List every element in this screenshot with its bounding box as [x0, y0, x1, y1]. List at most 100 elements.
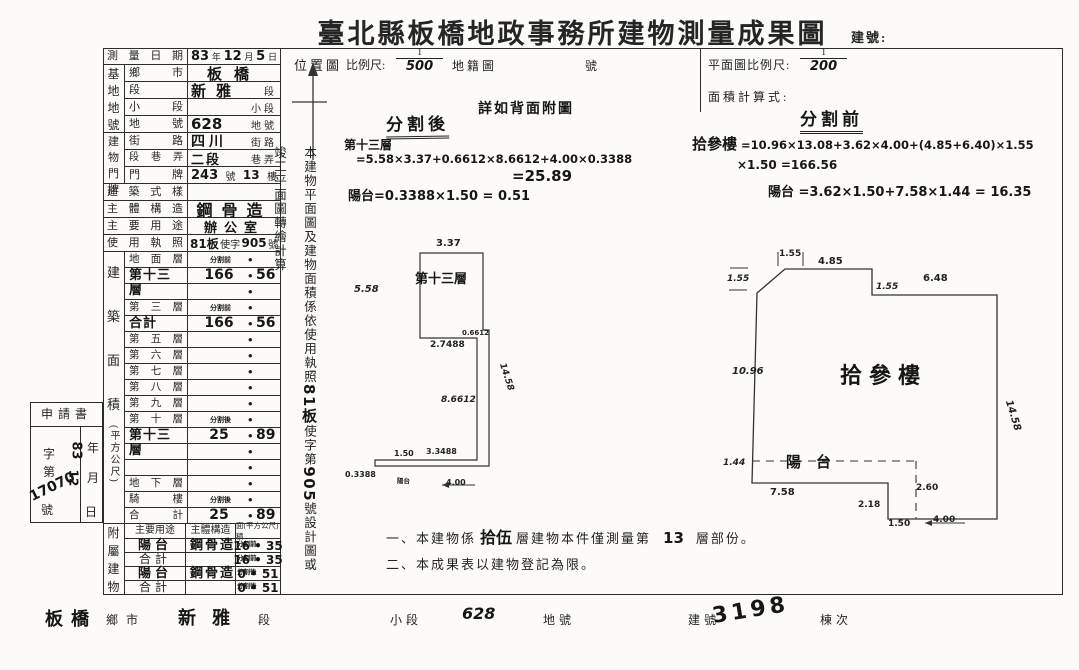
annex-group-label: 附屬 建物: [103, 524, 125, 595]
door-suffix: 樓: [266, 171, 277, 183]
lane-value: 二段: [191, 152, 222, 168]
north-arrow-icon: [292, 62, 327, 160]
street-suffix: 街路: [251, 137, 277, 149]
decimal-dot: •: [248, 492, 253, 507]
area-value-cell: •: [188, 332, 280, 347]
decimal-dot: •: [248, 300, 253, 315]
lane-suffix: 巷弄: [251, 154, 277, 166]
annex-group-char: 物: [107, 579, 120, 594]
door-floor: 13: [242, 168, 260, 182]
note-1-floors: 拾伍: [480, 528, 513, 547]
dim-after-top: 3.37: [436, 238, 461, 249]
app-zi: 字: [43, 447, 56, 461]
area-table-row: 第六層 •: [125, 348, 280, 364]
area-table-row: 第十層 分割後 •: [125, 412, 280, 428]
back-attachment-note: 詳如背面附圖: [478, 101, 574, 117]
floor-label: 第八層: [125, 380, 188, 395]
decimal-dot: •: [248, 348, 253, 363]
style-row: 建築式樣: [103, 184, 280, 201]
area-value-int: 166: [204, 315, 234, 331]
floor-label: 地面層: [125, 252, 188, 267]
calc-after-result: =25.89: [512, 167, 573, 185]
dim-before-s1: 1.55: [876, 282, 899, 292]
table-right-border: [280, 48, 281, 595]
footer-city: 板橋: [45, 609, 97, 630]
lot-row: 地號 628 地號: [125, 115, 280, 133]
area-table-row: •: [125, 460, 280, 476]
footer-lot: 628: [462, 604, 496, 623]
dim-after-b3: 4.00: [446, 478, 466, 487]
decimal-dot: •: [248, 412, 253, 427]
page-title: 臺北縣板橋地政事務所建物測量成果圖: [317, 19, 828, 49]
usage-row: 主要用途 辦公室: [103, 218, 280, 236]
scale-denominator: 500: [396, 58, 444, 74]
side-note-license-prefix: 81板: [300, 384, 318, 425]
area-value-cell: •: [188, 396, 280, 411]
address-group-char: 建: [108, 136, 119, 148]
decimal-dot: •: [248, 476, 253, 491]
address-group-char: 門: [108, 168, 119, 180]
side-note-license-no: 905: [300, 466, 318, 503]
calc-after-floor: 第十三層: [344, 138, 393, 152]
lane-row: 段巷弄 二段 巷弄: [125, 150, 280, 168]
annex-group-char: 附: [107, 526, 120, 541]
usage-label: 主要用途: [103, 218, 188, 234]
area-table-row: 合計 25 • 89: [125, 508, 280, 524]
license-suffix: 號: [267, 239, 278, 251]
note-1-post: 層部份。: [695, 531, 756, 546]
site-group-char: 基: [107, 67, 120, 81]
survey-date-row: 測量日期 83 年 12 月 5 日: [103, 48, 280, 65]
floor-label: [125, 444, 188, 459]
area-value-cell: •: [188, 364, 280, 379]
floor-label: 第九層: [125, 396, 188, 411]
lot-suffix: 地號: [251, 120, 277, 132]
location-map-label: 位置圖: [294, 58, 343, 73]
annex-area-cell: 分割前 16 • 35: [233, 539, 282, 553]
floor-label: 第十三層: [125, 428, 188, 458]
decimal-dot: •: [248, 268, 253, 283]
annex-area-value: 0 • 51: [237, 580, 279, 595]
north-arrow-head: [308, 62, 318, 76]
area-value-cell: 166 • 56: [188, 267, 280, 284]
site-group-label: 基地 地號: [103, 65, 125, 133]
decimal-dot: •: [248, 364, 253, 379]
section-suffix: 段: [264, 86, 277, 98]
annex-use: 陽台: [125, 567, 186, 580]
side-note-post: 號設計圖或竣工平面圖轉繪計算: [272, 146, 316, 573]
dim-before-t2: 4.85: [818, 256, 843, 267]
survey-date-label: 測量日期: [103, 48, 188, 64]
license-label: 使用執照: [103, 235, 188, 251]
township-row: 鄉市 板橋: [125, 65, 280, 83]
license-mid: 使字: [220, 239, 241, 251]
note-1-mid: 層建物本件僅測量第: [516, 531, 652, 546]
dim-before-l1: 1.55: [727, 274, 750, 284]
township-label: 鄉市: [125, 65, 188, 81]
main-table-border: [103, 48, 1063, 595]
area-value-cell: •: [188, 444, 280, 459]
area-value-cell: 25 • 89: [188, 428, 280, 444]
decimal-dot: •: [248, 460, 253, 475]
street-label: 街路: [125, 133, 188, 149]
annex-header-row: 主要用途 主體構造 面(平方公尺)積: [125, 521, 280, 541]
calc-after-heading: 分割後: [385, 109, 450, 140]
usage-value: 辦公室: [203, 220, 264, 236]
app-hao: 號: [41, 503, 54, 517]
area-formula-label: 面積計算式:: [708, 90, 790, 104]
door-label: 門牌: [125, 167, 188, 183]
calc-before-formula: =10.96×13.08+3.62×4.00+(4.85+6.40)×1.55: [741, 138, 1034, 152]
subsection-row: 小段 小段: [125, 99, 280, 116]
annex-table-row: 合計 分割後 0 • 51: [125, 581, 280, 595]
area-table-row: 地下層 •: [125, 476, 280, 492]
door-mid: 號: [225, 171, 236, 183]
area-value-int: 166: [204, 267, 234, 283]
plan-scale-numerator: 1: [821, 47, 827, 58]
survey-year: 83: [191, 48, 210, 64]
lot-value: 628: [191, 115, 223, 133]
subsection-suffix: 小段: [251, 103, 277, 115]
area-value-cell: •: [188, 380, 280, 395]
style-label: 建築式樣: [103, 184, 188, 200]
cadastral-no-label: 號: [585, 59, 598, 73]
site-group-char: 地: [107, 84, 120, 98]
calc-before-floor: 拾參樓: [692, 135, 738, 153]
door-number: 243: [191, 167, 219, 183]
